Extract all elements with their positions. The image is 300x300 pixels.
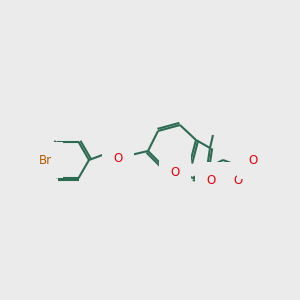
Text: O: O	[206, 173, 216, 187]
Text: Br: Br	[38, 154, 52, 166]
Text: O: O	[233, 173, 243, 187]
Text: O: O	[113, 152, 123, 164]
Text: O: O	[170, 167, 180, 179]
Text: O: O	[248, 154, 258, 167]
